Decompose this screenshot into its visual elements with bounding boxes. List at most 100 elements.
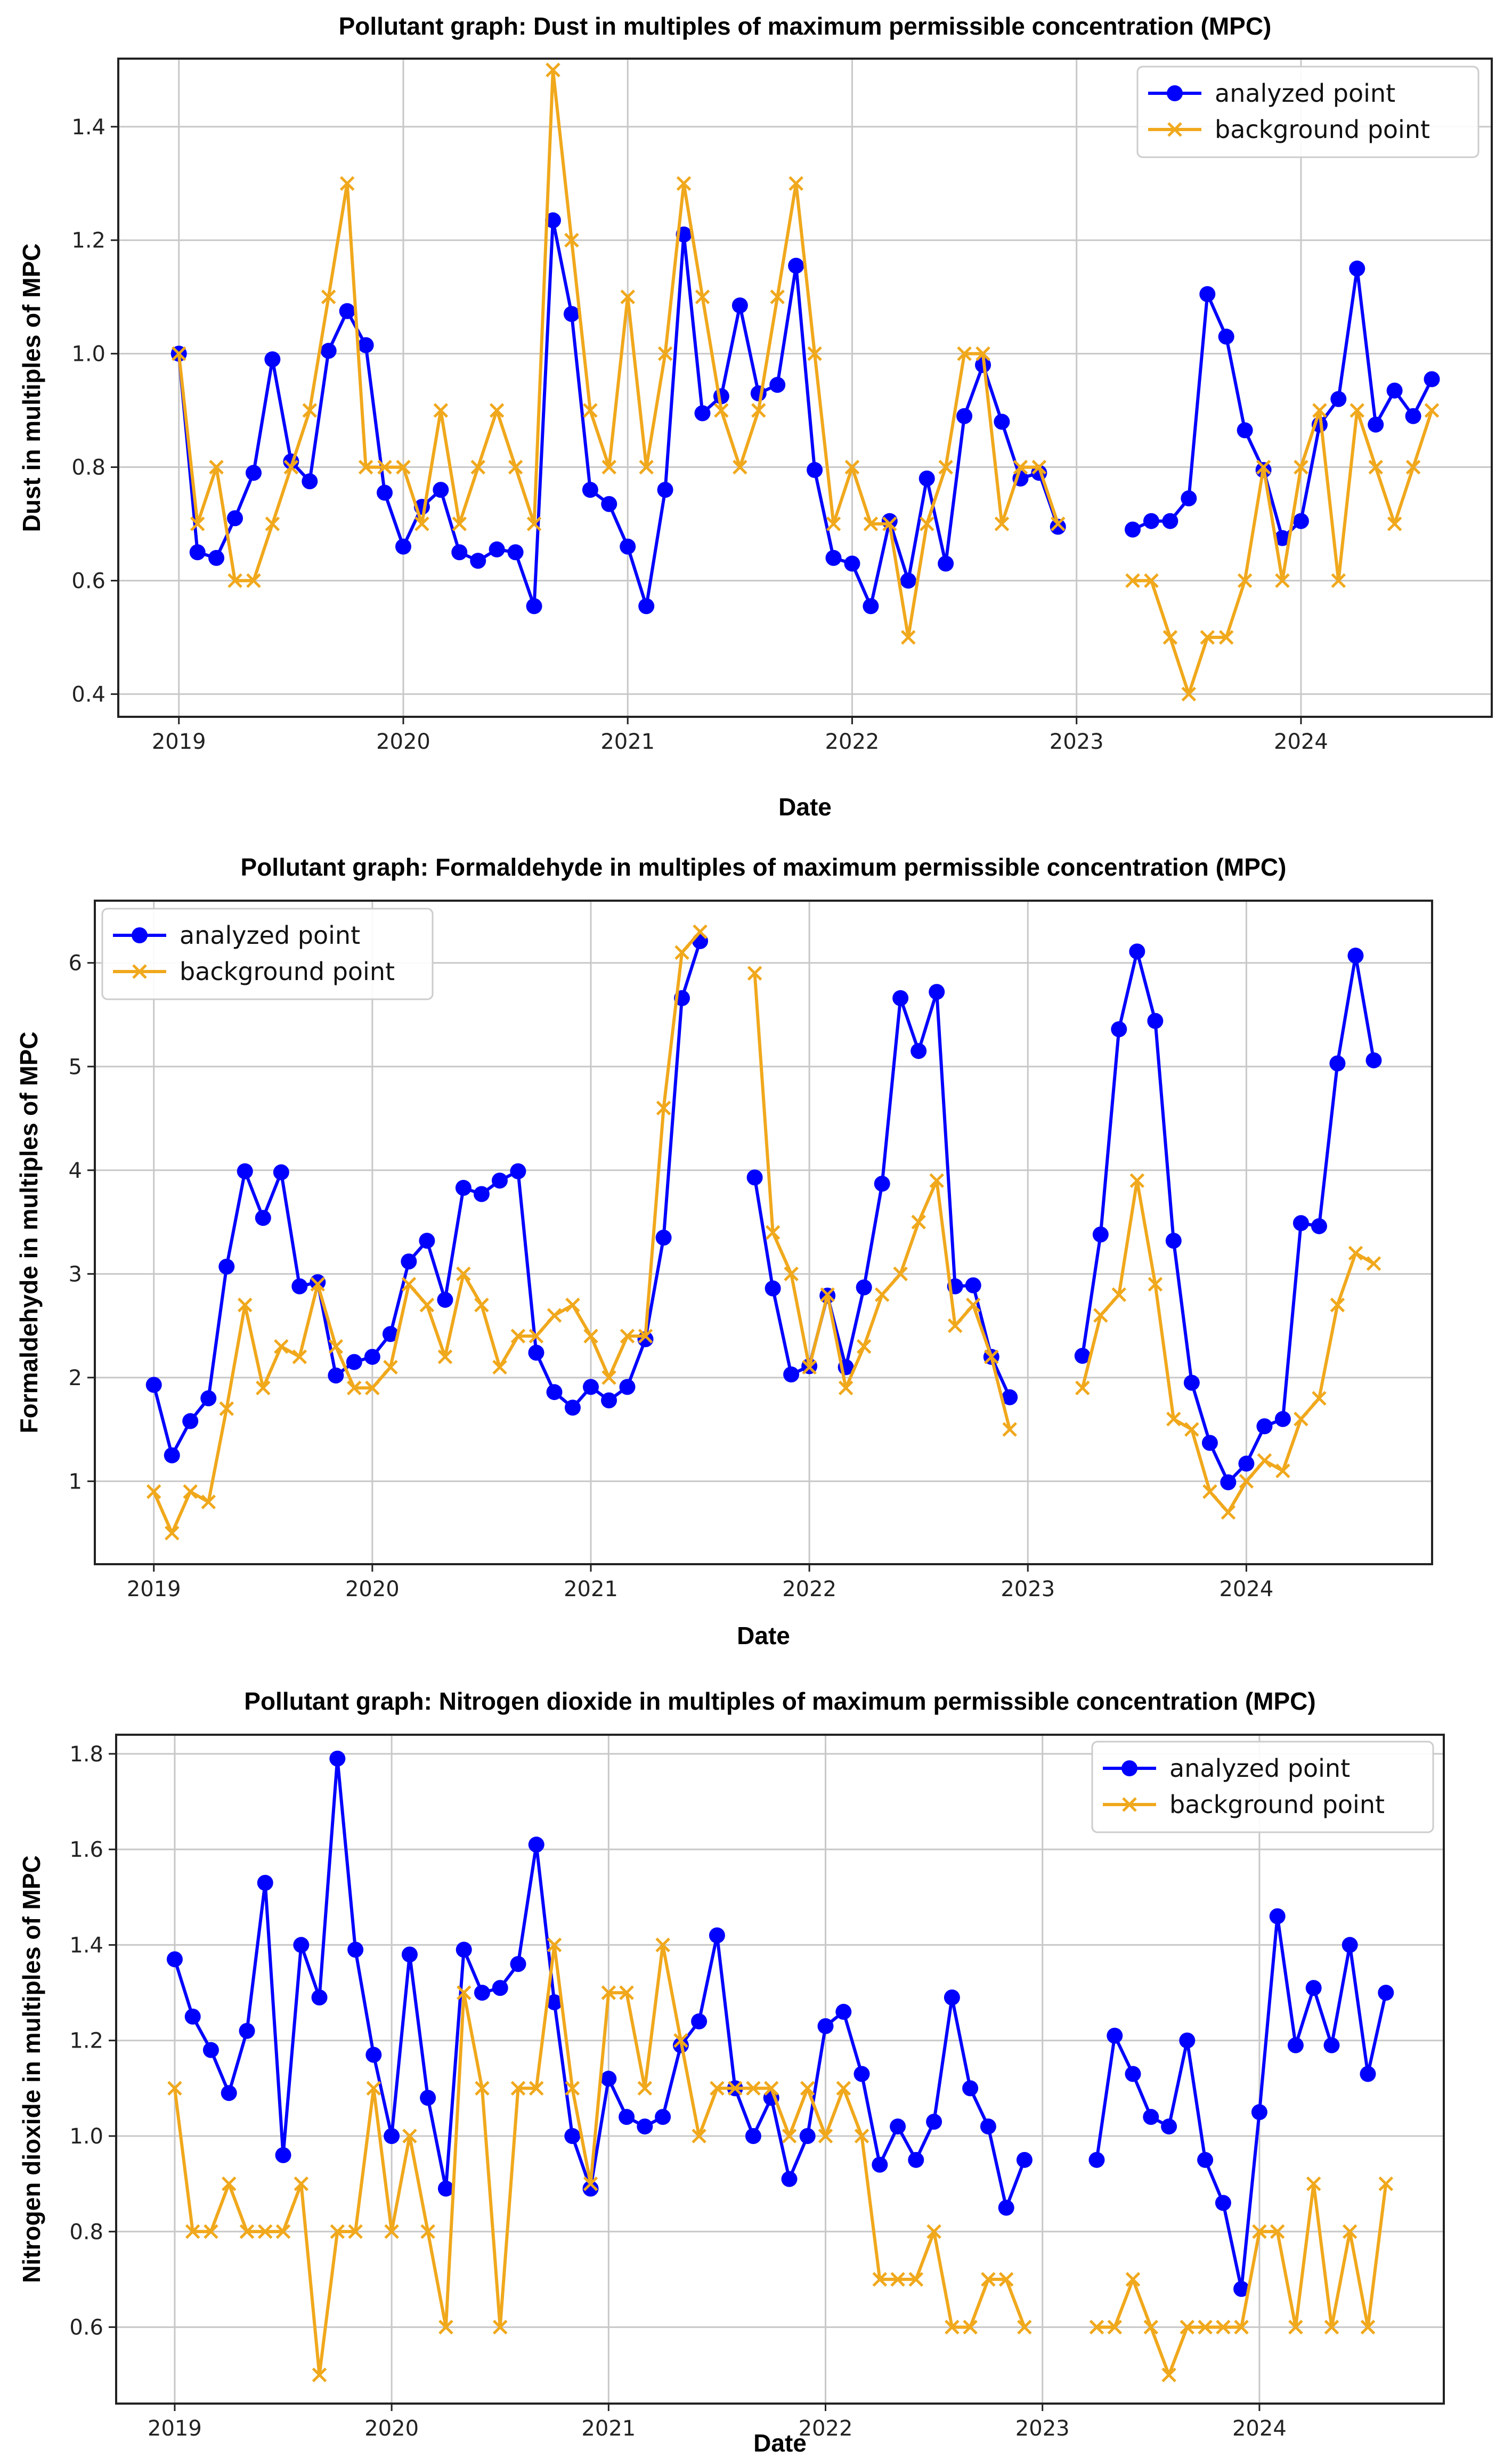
data-point	[1305, 1980, 1322, 1996]
data-point	[765, 1225, 781, 1240]
data-point	[564, 2128, 581, 2144]
data-point	[365, 2047, 382, 2063]
data-point	[1360, 2066, 1376, 2082]
data-point	[1287, 2037, 1304, 2053]
data-point	[1331, 573, 1346, 588]
data-point	[1350, 403, 1365, 418]
data-point	[1198, 2319, 1213, 2335]
data-point	[583, 1329, 598, 1344]
x-tick-label: 2019	[127, 1577, 181, 1601]
data-point	[820, 1287, 835, 1302]
data-point	[507, 544, 524, 561]
data-point	[911, 1043, 927, 1059]
y-tick-label: 1.2	[69, 2029, 103, 2053]
data-point	[856, 1339, 872, 1354]
data-point	[807, 462, 823, 478]
data-point	[863, 598, 879, 614]
data-point	[489, 541, 505, 557]
x-tick-label: 2020	[376, 730, 430, 754]
data-point	[1184, 1422, 1199, 1437]
data-point	[1368, 416, 1384, 433]
data-point	[1215, 2195, 1231, 2211]
data-point	[984, 1349, 999, 1364]
data-point	[311, 1989, 328, 2006]
data-point	[456, 1985, 472, 2000]
data-point	[800, 2081, 815, 2096]
data-point	[546, 62, 560, 78]
data-point	[357, 337, 374, 353]
data-point	[1201, 1435, 1218, 1451]
data-point	[638, 1329, 653, 1344]
data-point	[239, 2023, 255, 2039]
data-point	[564, 1400, 581, 1416]
data-point	[963, 2319, 978, 2335]
data-point	[255, 1210, 271, 1226]
data-point	[377, 459, 392, 475]
data-point	[339, 176, 355, 191]
data-point	[1378, 1985, 1394, 2001]
legend: analyzed point background point	[1091, 1741, 1434, 1833]
data-point	[673, 2033, 688, 2048]
data-point	[746, 2081, 761, 2096]
data-point	[1075, 1380, 1090, 1396]
data-point	[166, 1951, 183, 1968]
data-point	[782, 2129, 797, 2143]
data-point	[492, 1360, 507, 1375]
chart-title: Pollutant graph: Formaldehyde in multipl…	[241, 853, 1287, 881]
data-point	[1330, 1297, 1345, 1313]
data-point	[1183, 1374, 1200, 1391]
data-point	[246, 465, 262, 481]
data-point	[1092, 1226, 1109, 1243]
y-tick-label: 0.6	[69, 2316, 103, 2340]
x-tick-label: 2022	[799, 2416, 853, 2441]
data-point	[1234, 2319, 1249, 2335]
data-point	[1233, 2280, 1250, 2297]
data-point	[510, 1163, 526, 1179]
legend: analyzed point background point	[1136, 66, 1480, 158]
data-point	[765, 1280, 781, 1297]
data-point	[825, 549, 842, 566]
data-point	[1089, 2319, 1104, 2335]
legend-box	[1136, 66, 1480, 158]
data-point	[451, 544, 468, 561]
data-point	[401, 1277, 417, 1292]
x-tick-label: 2021	[600, 730, 655, 754]
data-point	[456, 1266, 471, 1282]
data-point	[763, 2081, 779, 2096]
data-point	[620, 1329, 635, 1344]
data-point	[1330, 391, 1347, 407]
data-point	[1181, 686, 1197, 702]
data-point	[874, 1176, 890, 1192]
data-point	[799, 2128, 816, 2144]
data-point	[292, 1349, 307, 1364]
y-tick-label: 1.4	[69, 1933, 103, 1958]
data-point	[474, 1985, 490, 2001]
data-point	[600, 2070, 617, 2087]
data-point	[265, 516, 280, 531]
data-point	[182, 1413, 199, 1429]
data-point	[510, 1956, 526, 1972]
data-point	[328, 1367, 344, 1384]
data-point	[893, 1266, 908, 1282]
plot-frame	[117, 58, 1493, 718]
y-tick-label: 1.6	[69, 1838, 103, 1862]
y-tick-label: 1	[69, 1469, 82, 1494]
data-point	[601, 1392, 617, 1409]
data-point	[1166, 1411, 1181, 1427]
data-point	[1251, 2104, 1267, 2121]
data-point	[956, 408, 973, 424]
data-point	[844, 459, 860, 475]
data-point	[908, 2151, 924, 2168]
data-point	[882, 516, 897, 531]
data-point	[312, 2367, 327, 2382]
data-point	[473, 1186, 490, 1202]
data-point	[1347, 948, 1364, 964]
data-point	[918, 470, 935, 487]
data-point	[783, 1366, 800, 1383]
data-point	[526, 516, 542, 531]
data-point	[1197, 2151, 1214, 2168]
data-point	[694, 405, 711, 422]
data-point	[510, 1329, 526, 1344]
y-tick-label: 0.6	[71, 569, 105, 593]
